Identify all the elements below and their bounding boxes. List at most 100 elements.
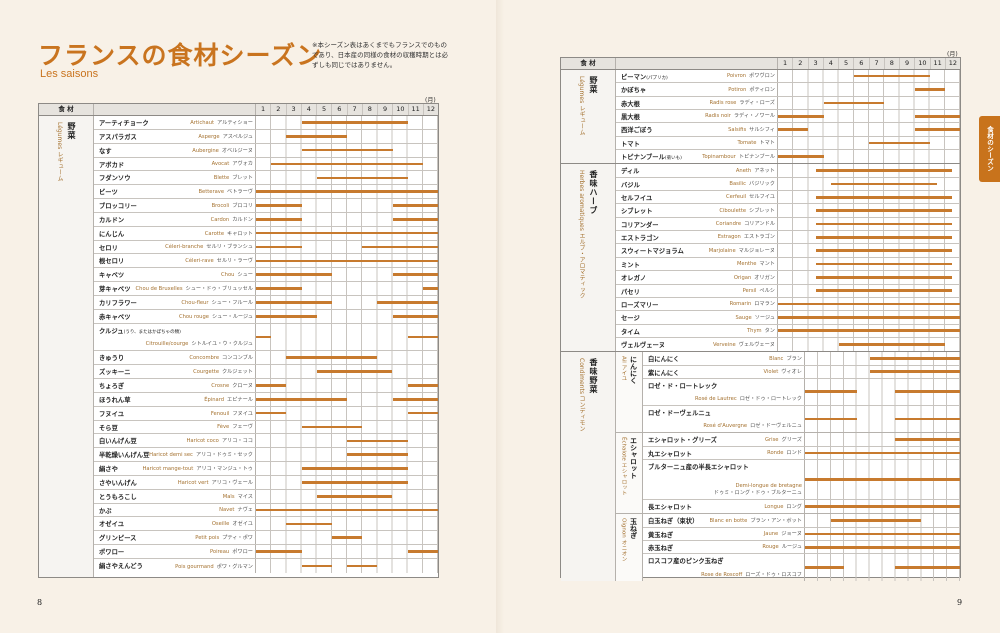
season-months bbox=[256, 171, 438, 185]
side-index-tab[interactable]: 食材のシーズン bbox=[979, 116, 1000, 182]
katakana-reading: アリコ・ドゥミ・セック bbox=[195, 452, 253, 459]
season-months bbox=[805, 514, 960, 527]
category-group: 香味野菜 Condiments コンディモン にんにく Ail アイユ 白にんにく Bla… bbox=[561, 352, 960, 582]
french-name: Petit pois bbox=[195, 535, 220, 542]
french-name: Haricot mange-tout bbox=[142, 465, 194, 472]
ingredient-name-ja: フヌイユ bbox=[99, 410, 125, 418]
ingredient-name-cell: にんじん Carotte キャロット bbox=[94, 226, 256, 240]
ingredient-name-cell: グリンピース Petit pois プティ・ポワ bbox=[94, 531, 256, 545]
katakana-reading: ロンド bbox=[786, 449, 802, 456]
ingredient-name-fr: Cardon カルドン bbox=[211, 217, 253, 224]
season-bar bbox=[895, 390, 960, 394]
table-row: さやいんげん Haricot vert アリコ・ヴェール bbox=[94, 475, 438, 490]
category-label: エシャロット Échalote エシャロット bbox=[616, 433, 643, 514]
ingredient-name-ja: 半乾燥いんげん豆 bbox=[99, 452, 150, 460]
page-title: フランスの食材シーズン bbox=[38, 41, 323, 70]
french-name: Haricot vert bbox=[177, 479, 209, 486]
ingredient-name-fr: Rosé de Lautrec ロゼ・ドゥ・ロートレック bbox=[695, 396, 802, 403]
french-name: Grise bbox=[765, 436, 779, 443]
katakana-reading: キャロット bbox=[227, 230, 253, 237]
katakana-reading: マイス bbox=[237, 493, 253, 500]
ingredient-name-ja: セージ bbox=[621, 315, 640, 323]
ingredient-name-ja: ポワロー bbox=[99, 549, 125, 557]
season-bar bbox=[407, 550, 438, 553]
ingredient-name-fr: Tomate トマト bbox=[738, 140, 776, 147]
katakana-reading: シブレット bbox=[749, 207, 775, 214]
table-row: アーティチョーク Artichaut アルティショー bbox=[94, 116, 438, 130]
season-table-right: 食 材 1 2 3 4 5 6 7 8 9 10 11 12 野菜 Légumes レギューム ピーマン(パプ… bbox=[560, 57, 961, 582]
ingredient-name-ja: トマト bbox=[621, 140, 640, 148]
header-category: 食 材 bbox=[39, 104, 94, 115]
katakana-reading: ラディ・ローズ bbox=[739, 100, 775, 107]
table-row: コリアンダー Coriandre コリアンドル bbox=[616, 217, 960, 232]
french-name: Chou rouge bbox=[178, 313, 209, 320]
ingredient-name-ja: カリフラワー bbox=[99, 299, 137, 307]
ingredient-name-ja: トピナンブール(菊いも) bbox=[621, 154, 682, 162]
season-bar bbox=[256, 287, 302, 290]
katakana-reading: ポティロン bbox=[749, 86, 775, 93]
ingredient-name-fr: Asperge アスペルジュ bbox=[198, 134, 253, 141]
ingredient-name-fr: Chou-fleur シュー・フルール bbox=[181, 300, 253, 307]
ingredient-name-fr: Chou rouge シュー・ルージュ bbox=[179, 314, 253, 321]
table-row: ロゼ・ド・ロートレック Rosé de Lautrec ロゼ・ドゥ・ロートレック bbox=[643, 378, 960, 406]
book-gutter bbox=[496, 0, 504, 633]
subcategory-group: 玉ねぎ Oignon オニオン 白玉ねぎ（束状） Blanc en botte ブラン・… bbox=[616, 514, 960, 582]
season-months bbox=[778, 324, 960, 337]
row-list: 白玉ねぎ（束状） Blanc en botte ブラン・アン・ボット 黄玉ねぎ Jaun… bbox=[643, 514, 960, 582]
season-bar bbox=[815, 249, 953, 252]
season-bar bbox=[815, 169, 953, 172]
table-row: ブルターニュ産の半長エシャロット Demi-longue de bretagne ド… bbox=[643, 459, 960, 501]
ingredient-name-fr: Topinambour トピナンブール bbox=[702, 154, 775, 161]
ingredient-name-fr: Blette ブレット bbox=[214, 175, 253, 182]
season-bar bbox=[256, 218, 302, 221]
katakana-reading: マルジョレーヌ bbox=[738, 247, 775, 254]
season-bar bbox=[838, 343, 945, 346]
ingredient-name-fr: Céleri-branche セルリ・ブランシュ bbox=[165, 244, 253, 251]
ingredient-name-fr: Betterave ベトラーヴ bbox=[198, 189, 253, 196]
season-bar bbox=[815, 289, 953, 292]
ingredient-name-ja: アスパラガス bbox=[99, 133, 137, 141]
french-name: Navet bbox=[219, 507, 235, 514]
french-name: Chou-fleur bbox=[181, 299, 209, 306]
table-row: かぶ Navet ナヴェ bbox=[94, 503, 438, 518]
ingredient-name-fr: Violet ヴィオレ bbox=[764, 369, 802, 376]
season-months bbox=[256, 420, 438, 434]
ingredient-name-fr: Romarin ロマラン bbox=[730, 301, 775, 308]
katakana-reading: クローヌ bbox=[232, 382, 253, 389]
ingredient-name-fr: Menthe マント bbox=[737, 261, 775, 268]
ingredient-name-cell: アボカド Avocat アヴォカ bbox=[94, 157, 256, 171]
french-name: Romarin bbox=[729, 301, 752, 308]
katakana-reading: シュー・フルール bbox=[211, 299, 253, 306]
table-row: アボカド Avocat アヴォカ bbox=[94, 157, 438, 172]
season-months bbox=[805, 446, 960, 459]
ingredient-name-cell: エストラゴン Estragon エストラゴン bbox=[616, 231, 778, 244]
season-bar bbox=[347, 564, 378, 568]
french-name: Cerfeuil bbox=[726, 194, 747, 201]
ingredient-name-ja: とうもろこし bbox=[99, 493, 137, 501]
ingredient-name-ja: オレガノ bbox=[621, 275, 647, 283]
season-months bbox=[805, 365, 960, 378]
season-table-left: 食 材 1 2 3 4 5 6 7 8 9 10 11 12 野菜 Légumes レギューム アーティチョー… bbox=[38, 103, 439, 578]
ingredient-name-ja: グリンピース bbox=[99, 535, 137, 543]
table-row: パセリ Persil ペルシ bbox=[616, 284, 960, 298]
ingredient-name-fr: Crosne クローヌ bbox=[211, 383, 253, 390]
table-row: シブレット Ciboulette シブレット bbox=[616, 204, 960, 218]
ingredient-name-cell: 赤玉ねぎ Rouge ルージュ bbox=[643, 541, 805, 554]
french-name: Asperge bbox=[198, 133, 220, 140]
ingredient-name-ja: ブロッコリー bbox=[99, 203, 137, 211]
ingredient-name-fr: Haricot mange-tout アリコ・マンジュ・トゥ bbox=[143, 466, 253, 473]
ingredient-name-cell: 白いんげん豆 Haricot coco アリコ・ココ bbox=[94, 434, 256, 448]
ingredient-name-ja: セルフイユ bbox=[621, 195, 653, 203]
season-months bbox=[256, 226, 438, 240]
katakana-reading: ポワヴロン bbox=[749, 73, 775, 80]
ingredient-note: (菊いも) bbox=[664, 156, 682, 162]
season-bar bbox=[422, 287, 438, 290]
table-row: カリフラワー Chou-fleur シュー・フルール bbox=[94, 295, 438, 310]
category-group: 野菜 Légumes レギューム アーティチョーク Artichaut アルティショーア… bbox=[39, 116, 438, 577]
season-bar bbox=[256, 398, 347, 401]
katakana-reading: トピナンブール bbox=[738, 154, 775, 161]
season-months bbox=[256, 185, 438, 199]
table-row: ブロッコリー Brocoli ブロコリ bbox=[94, 199, 438, 213]
table-row: エシャロット・グリーズ Grise グリーズ bbox=[643, 433, 960, 447]
ingredient-name-cell: 丸エシャロット Ronde ロンド bbox=[643, 446, 805, 459]
